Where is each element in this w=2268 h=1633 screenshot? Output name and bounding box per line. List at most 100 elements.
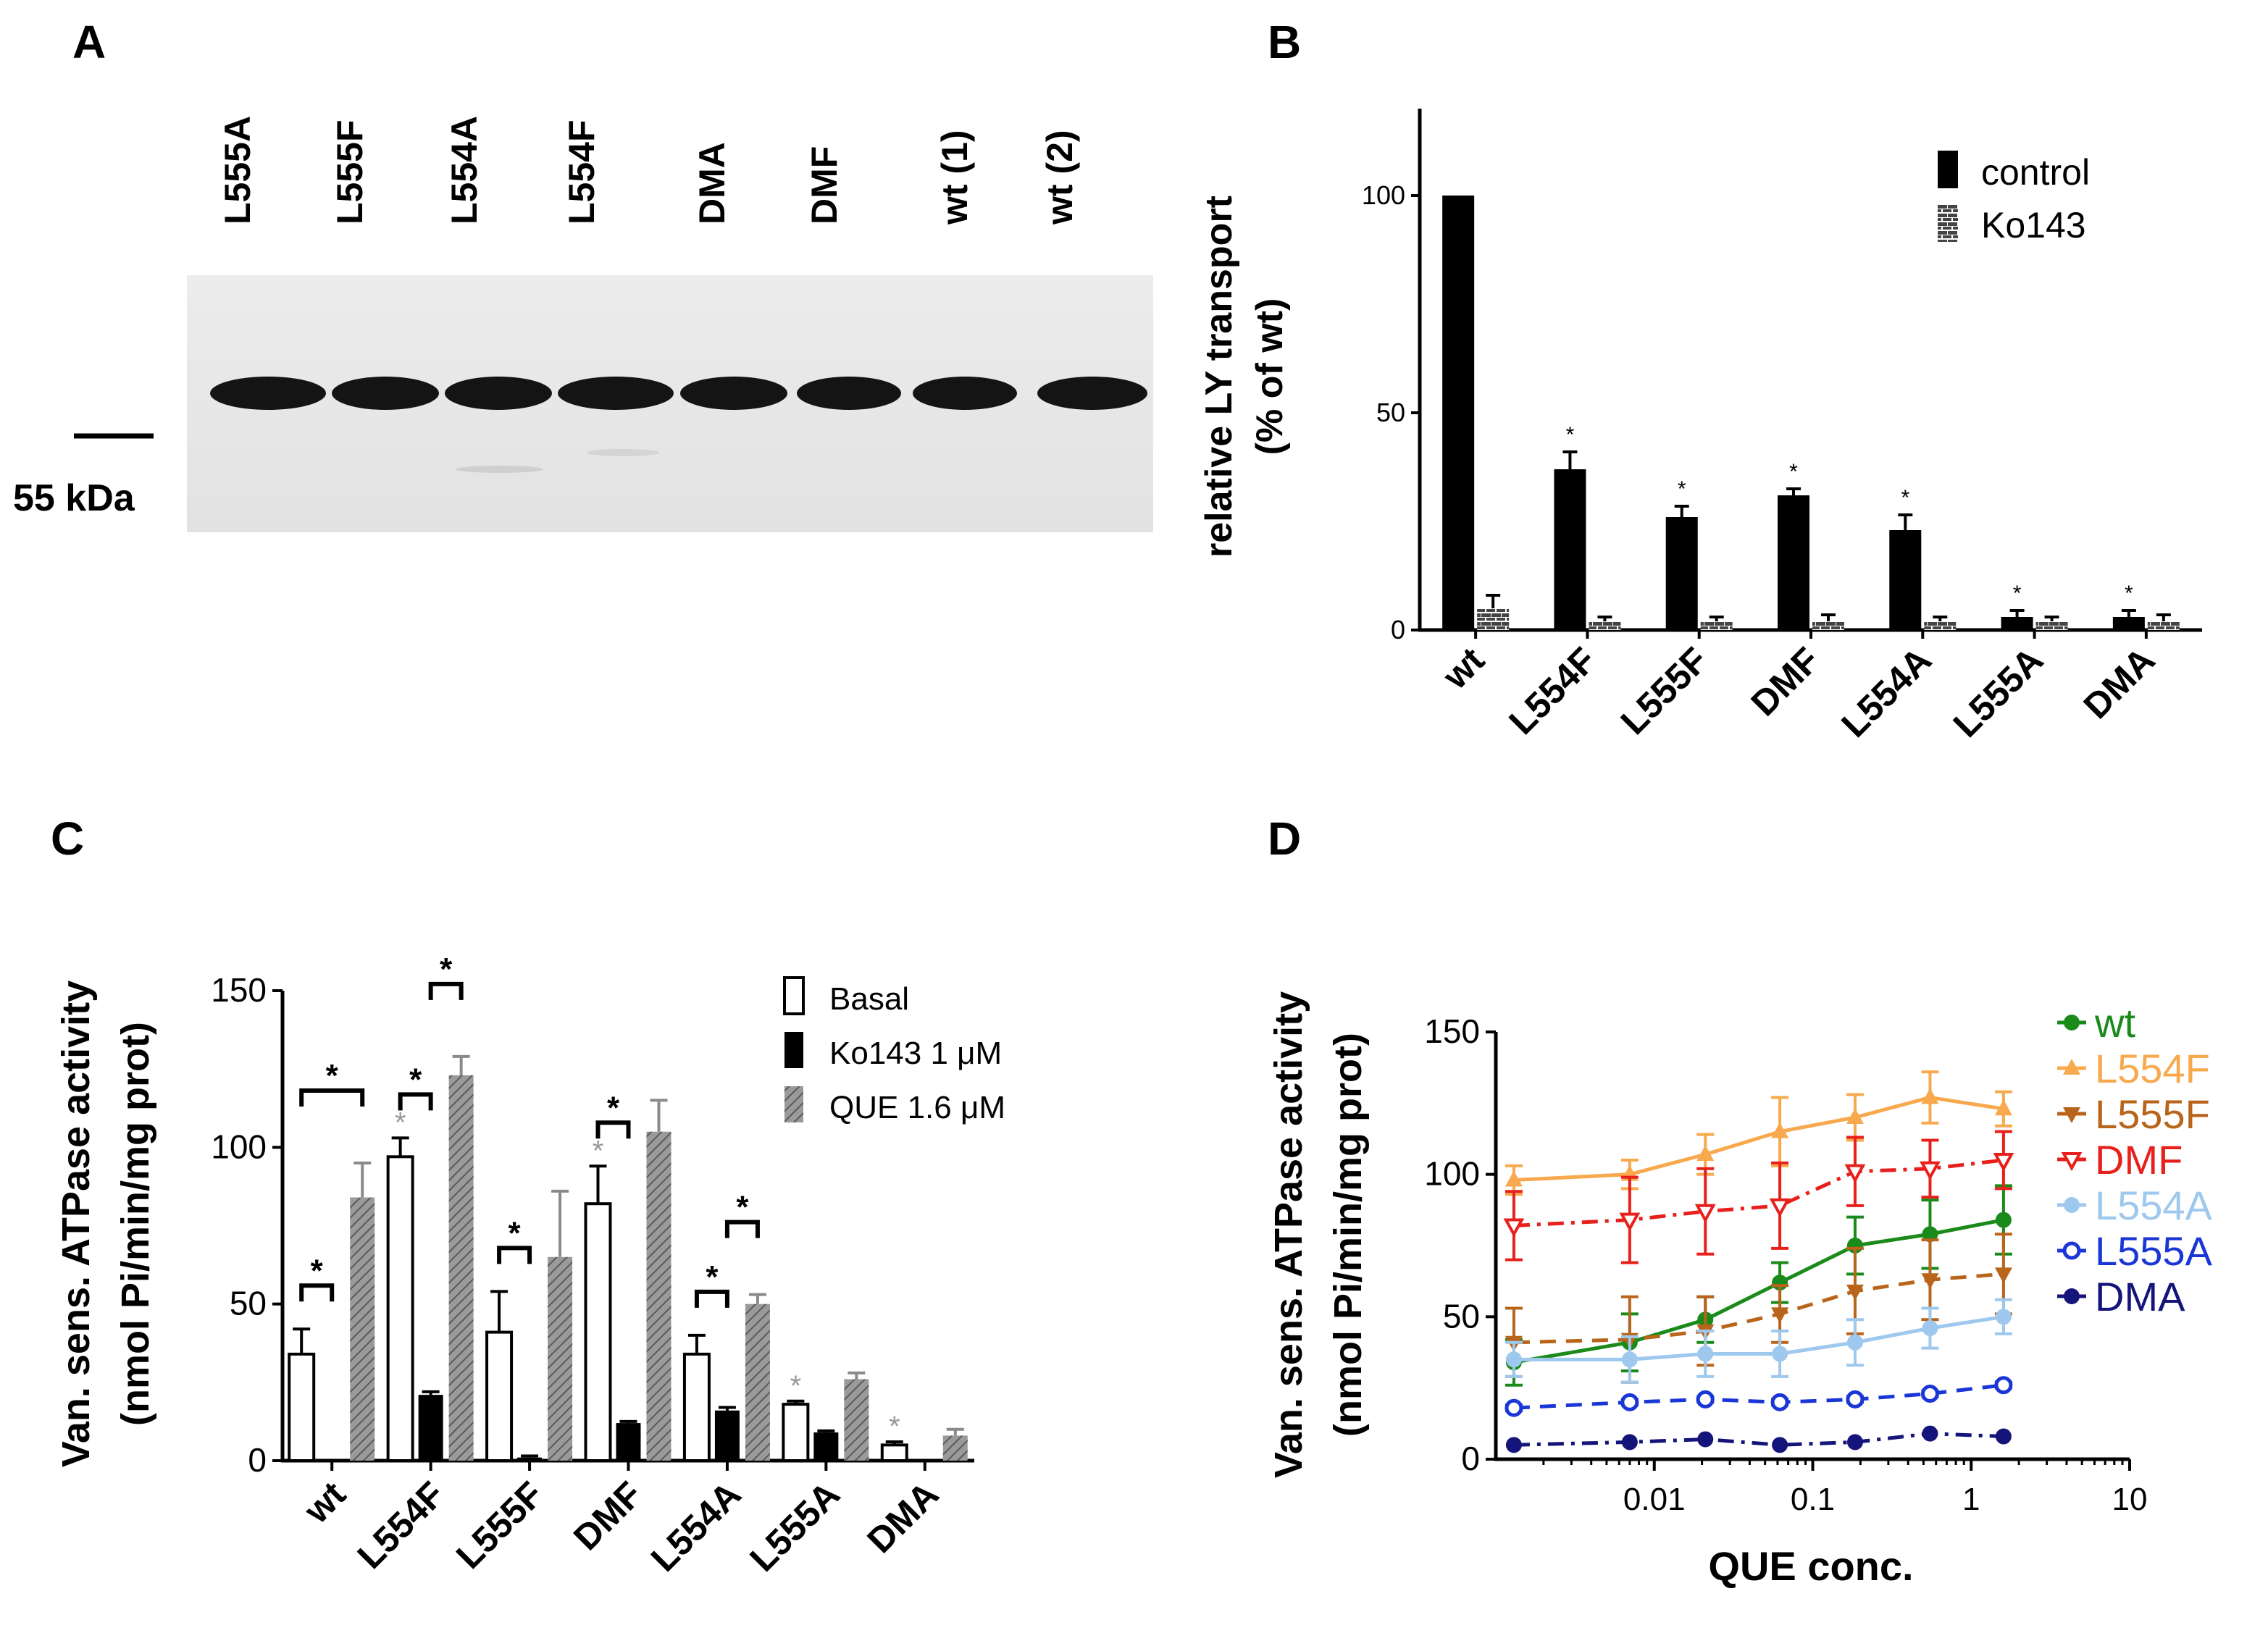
legend-label-basal: Basal (829, 981, 909, 1017)
bar-control (2112, 617, 2145, 630)
bar-que (745, 1304, 770, 1461)
legend-label-dmf: DMF (2095, 1137, 2183, 1183)
legend-label-ko143: Ko143 1 μM (829, 1036, 1002, 1071)
bar-que (844, 1379, 869, 1461)
y-tick-label: 150 (211, 971, 267, 1009)
bar-basal (288, 1352, 316, 1462)
data-point-l554a (1772, 1346, 1788, 1362)
protein-band (797, 377, 901, 410)
y-axis-title: relative LY transport (1198, 196, 1240, 558)
data-point-wt (1995, 1212, 2012, 1228)
data-point-dmf (1619, 1212, 1641, 1232)
x-tick-label: DMA (859, 1474, 946, 1561)
significance-star: * (1566, 423, 1575, 447)
y-axis-title: Van. sens. ATPase activity (54, 981, 98, 1467)
legend-marker (2064, 1288, 2080, 1304)
data-point-dmf (1503, 1218, 1525, 1238)
panel-a-western-blot: L555A L555F L554A L554F DMA DMF wt (1) wt (2) 5… (13, 116, 1153, 532)
bar-ko143 (714, 1410, 740, 1461)
data-point-l554a (1995, 1309, 2012, 1325)
significance-bracket (595, 1120, 631, 1139)
legend-swatch-ko143 (1938, 204, 1958, 242)
legend-swatch (784, 1032, 803, 1068)
bar-ko143 (418, 1395, 443, 1461)
protein-band (210, 377, 326, 410)
x-tick-label: L554F (350, 1474, 453, 1577)
data-point-l555a (1620, 1393, 1639, 1411)
blot-membrane (187, 275, 1153, 532)
significance-star: * (736, 1190, 749, 1225)
bar-que (448, 1075, 474, 1461)
data-point-l554f (1846, 1108, 1864, 1124)
lane-label: DMA (692, 142, 732, 224)
data-point-l554a (1922, 1320, 1938, 1337)
x-tick-label: L555A (742, 1474, 848, 1579)
data-point-dma (1505, 1437, 1522, 1453)
data-point-l554f (1771, 1122, 1789, 1138)
y-axis-title: (% of wt) (1249, 298, 1291, 456)
legend-marker (2064, 1015, 2080, 1030)
grey-significance-star: * (395, 1107, 406, 1138)
y-axis-title: (nmol Pi/min/mg prot) (1326, 1033, 1370, 1437)
significance-bracket (299, 1283, 335, 1302)
bar-ko143 (1812, 621, 1844, 630)
protein-band (913, 377, 1017, 410)
significance-bracket (694, 1289, 729, 1308)
bar-basal (485, 1330, 514, 1463)
bar-que (350, 1197, 375, 1461)
y-axis-title: Van. sens. ATPase activity (1267, 991, 1310, 1478)
y-tick-label: 100 (211, 1128, 267, 1165)
y-tick-label: 150 (1424, 1012, 1480, 1050)
data-point-l554a (1621, 1351, 1638, 1368)
data-point-l554f (1921, 1088, 1939, 1104)
data-point-l555a (1920, 1385, 1939, 1403)
significance-star: * (706, 1259, 719, 1295)
x-tick-label: L555A (1946, 639, 2051, 745)
y-tick-label: 50 (1443, 1297, 1480, 1335)
data-point-l555f (1994, 1267, 2012, 1284)
legend-label-dma: DMA (2095, 1274, 2185, 1319)
y-tick-label: 100 (1424, 1155, 1480, 1193)
legend-marker (2061, 1152, 2083, 1172)
lane-label: L555F (330, 119, 370, 224)
legend-marker (2063, 1107, 2080, 1123)
legend-swatch (784, 1086, 803, 1122)
y-tick-label: 0 (1461, 1440, 1480, 1477)
bar-basal (682, 1352, 711, 1462)
panel-label-b: B (1268, 16, 1301, 68)
x-tick-label: L554A (643, 1474, 749, 1579)
lane-label: L555A (217, 116, 258, 224)
significance-bracket (398, 1092, 433, 1111)
x-tick-label: DMF (1744, 639, 1828, 723)
x-tick-label: L554F (1501, 639, 1604, 742)
significance-star: * (440, 952, 453, 987)
marker-label: 55 kDa (13, 477, 135, 519)
protein-band (680, 377, 787, 410)
bar-control (1778, 495, 1809, 630)
bar-control (1665, 517, 1698, 630)
protein-band (332, 377, 439, 410)
data-point-dma (1995, 1428, 2012, 1445)
significance-star: * (2013, 582, 2022, 605)
lane-label: wt (1) (934, 130, 975, 225)
x-tick-label: wt (1434, 639, 1492, 697)
data-point-l555a (1770, 1393, 1789, 1411)
lane-label: DMF (804, 146, 845, 224)
bar-ko143 (616, 1423, 641, 1461)
significance-star: * (326, 1058, 339, 1093)
panel-label-d: D (1268, 813, 1301, 865)
protein-band (445, 377, 552, 410)
significance-bracket (497, 1246, 532, 1264)
data-point-dmf (1920, 1161, 1941, 1180)
data-point-l555a (1696, 1390, 1715, 1409)
data-point-dmf (1694, 1204, 1716, 1223)
lane-labels: L555A L555F L554A L554F DMA DMF wt (1) wt (2) (217, 116, 1080, 225)
data-point-l555f (1846, 1284, 1864, 1301)
y-tick-label: 50 (230, 1285, 267, 1322)
faint-band (456, 466, 543, 473)
data-point-l554f (1994, 1099, 2012, 1116)
panel-label-c: C (51, 813, 84, 865)
legend-label-l555f: L555F (2095, 1091, 2210, 1137)
